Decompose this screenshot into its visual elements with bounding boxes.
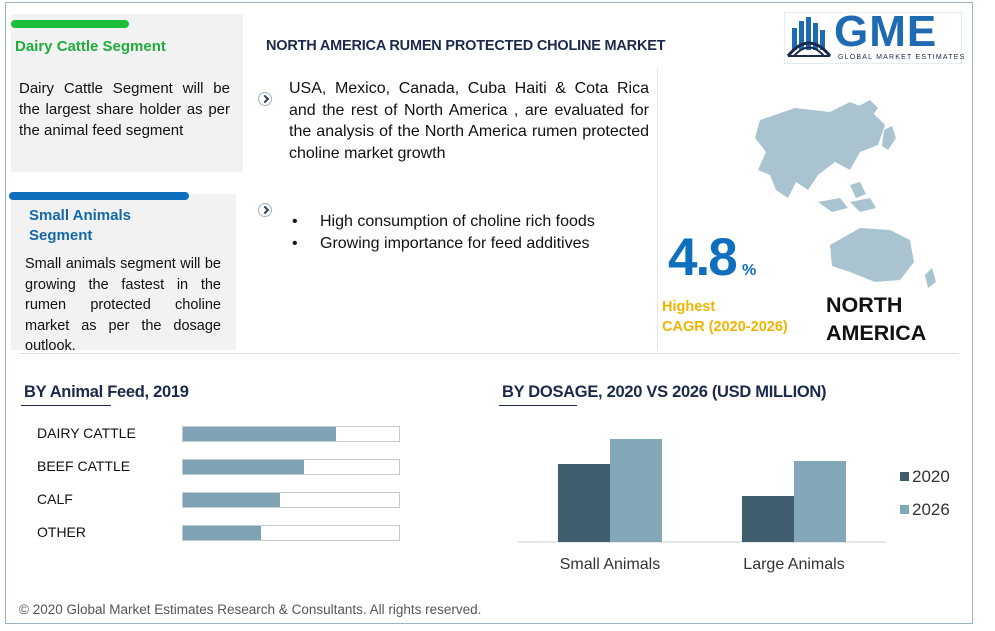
hbar-track xyxy=(182,426,400,442)
analysis-paragraph: USA, Mexico, Canada, Cuba Haiti & Cota R… xyxy=(289,80,649,162)
hbar-label: OTHER xyxy=(37,524,86,540)
analysis-bullets: High consumption of choline rich foods G… xyxy=(290,211,595,254)
dosage-chart-title: BY DOSAGE, 2020 VS 2026 (USD MILLION) xyxy=(502,383,827,401)
legend-label: 2020 xyxy=(912,467,950,486)
infographic-frame xyxy=(5,2,973,624)
copyright-footer: © 2020 Global Market Estimates Research … xyxy=(19,602,482,617)
vertical-divider xyxy=(657,68,658,350)
dairy-segment-body: Dairy Cattle Segment will be the largest… xyxy=(19,80,230,139)
animal-feed-title-underline xyxy=(21,405,111,406)
x-tick-label: Large Animals xyxy=(743,556,844,573)
globe-logo-icon xyxy=(783,11,963,65)
hbar-fill xyxy=(183,526,261,540)
dairy-segment-accent xyxy=(11,20,129,28)
logo-subtext: GLOBAL MARKET ESTIMATES xyxy=(838,54,966,61)
logo-text: GME xyxy=(834,7,938,56)
small-segment-body: Small animals segment will be growing th… xyxy=(25,256,221,354)
hbar-fill xyxy=(183,493,281,507)
bar-2026 xyxy=(610,439,662,542)
cagr-label-line1: Highest xyxy=(662,299,716,315)
dosage-chart: Small Animals Large Animals 2020 2026 xyxy=(518,439,950,573)
cagr-value: 4.8 xyxy=(668,228,738,287)
hbar-fill xyxy=(183,427,337,441)
hbar-track xyxy=(182,492,400,508)
cagr-label-line2: CAGR (2020-2026) xyxy=(662,319,788,335)
hbar-label: DAIRY CATTLE xyxy=(37,425,136,441)
small-segment-title-1: Small Animals xyxy=(29,207,131,224)
hbar-label: BEEF CATTLE xyxy=(37,458,131,474)
chevron-right-icon xyxy=(258,92,272,106)
small-segment-card xyxy=(11,194,236,350)
hbar-track xyxy=(182,459,400,475)
bar-2020 xyxy=(558,464,610,542)
gme-logo xyxy=(783,11,963,65)
legend-swatch xyxy=(900,505,909,514)
small-segment-title-2: Segment xyxy=(29,227,93,244)
cagr-percent-sign: % xyxy=(742,262,757,279)
hbar-track xyxy=(182,525,400,541)
hbar-fill xyxy=(183,460,304,474)
asia-oceania-map-icon xyxy=(755,100,936,288)
hbar-label: CALF xyxy=(37,491,73,507)
bar-2026 xyxy=(794,461,846,542)
section-divider xyxy=(19,353,959,354)
chevron-right-icon xyxy=(258,203,272,217)
x-tick-label: Small Animals xyxy=(560,556,660,573)
dairy-segment-card xyxy=(11,14,243,172)
bullet-item: Growing importance for feed additives xyxy=(290,233,595,255)
dosage-title-underline xyxy=(499,405,577,406)
legend-swatch xyxy=(900,472,909,481)
region-line1: NORTH xyxy=(826,293,903,317)
region-line2: AMERICA xyxy=(826,321,927,345)
bullet-item: High consumption of choline rich foods xyxy=(290,211,595,233)
animal-feed-chart-title: BY Animal Feed, 2019 xyxy=(24,383,189,401)
legend-label: 2026 xyxy=(912,500,950,519)
small-segment-accent xyxy=(9,192,189,200)
page-title: NORTH AMERICA RUMEN PROTECTED CHOLINE MA… xyxy=(266,38,666,54)
dairy-segment-title: Dairy Cattle Segment xyxy=(15,38,166,55)
bar-2020 xyxy=(742,496,794,542)
